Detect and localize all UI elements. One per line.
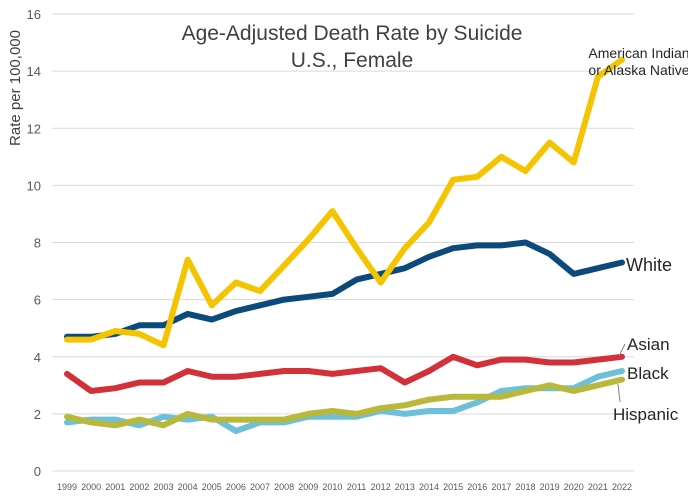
series-label-hispanic: Hispanic <box>613 405 679 424</box>
x-tick-label: 2021 <box>588 482 608 492</box>
x-tick-label: 2005 <box>202 482 222 492</box>
series-lines <box>64 56 625 434</box>
y-tick-label: 10 <box>27 178 41 193</box>
y-tick-label: 8 <box>34 236 41 251</box>
x-tick-label: 2013 <box>395 482 415 492</box>
x-tick-label: 2009 <box>298 482 318 492</box>
x-tick-label: 2015 <box>443 482 463 492</box>
x-tick-label: 2007 <box>250 482 270 492</box>
series-label-american-indian-or-alaska-native: American Indian <box>588 45 688 61</box>
x-tick-label: 2017 <box>491 482 511 492</box>
x-tick-label: 2000 <box>81 482 101 492</box>
x-tick-label: 2006 <box>226 482 246 492</box>
x-tick-label: 2022 <box>612 482 632 492</box>
gridlines <box>52 13 634 472</box>
series-line-white <box>64 239 625 340</box>
series-label-asian: Asian <box>627 335 670 354</box>
y-tick-label: 6 <box>34 293 41 308</box>
asian-leader-line <box>618 343 626 357</box>
x-tick-label: 2012 <box>371 482 391 492</box>
x-axis-ticks: 1999 2000 2001 2002 2003 2004 2005 2006 2007 2008… <box>57 482 632 492</box>
x-tick-label: 2008 <box>274 482 294 492</box>
x-tick-label: 2020 <box>564 482 584 492</box>
y-tick-label: 4 <box>34 350 41 365</box>
series-line-hispanic <box>64 376 625 429</box>
x-tick-label: 2002 <box>129 482 149 492</box>
x-tick-label: 2003 <box>154 482 174 492</box>
x-tick-label: 2001 <box>105 482 125 492</box>
series-label-black: Black <box>627 364 669 383</box>
y-tick-label: 2 <box>34 407 41 422</box>
y-tick-label: 16 <box>27 7 41 22</box>
y-tick-label: 0 <box>34 464 41 479</box>
y-tick-label: 12 <box>27 121 41 136</box>
x-tick-label: 1999 <box>57 482 77 492</box>
x-tick-label: 2014 <box>419 482 439 492</box>
x-tick-label: 2019 <box>540 482 560 492</box>
hispanic-leader-line <box>617 383 621 403</box>
chart-subtitle: U.S., Female <box>291 49 414 72</box>
y-axis-label: Rate per 100,000 <box>7 30 24 146</box>
x-tick-label: 2010 <box>322 482 342 492</box>
y-tick-label: 14 <box>27 64 41 79</box>
x-tick-label: 2018 <box>515 482 535 492</box>
series-line-asian <box>64 353 625 394</box>
x-tick-label: 2004 <box>178 482 198 492</box>
y-axis-ticks: 0 2 4 6 8 10 12 14 16 <box>27 7 41 479</box>
x-tick-label: 2011 <box>347 482 366 492</box>
chart-title: Age-Adjusted Death Rate by Suicide <box>182 22 523 45</box>
x-tick-label: 2016 <box>467 482 487 492</box>
series-label-white: White <box>626 255 672 275</box>
series-label-american-indian-or-alaska-native: or Alaska Native <box>588 62 688 78</box>
series-line-american-indian-or-alaska-native <box>64 56 625 349</box>
